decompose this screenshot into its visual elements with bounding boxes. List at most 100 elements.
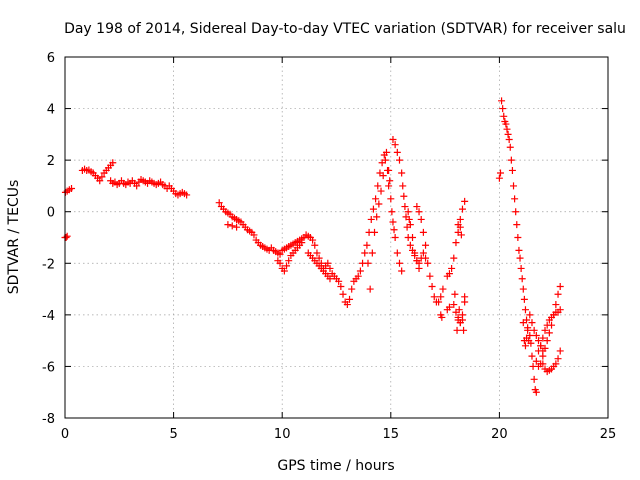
data-point — [520, 295, 528, 303]
data-point — [450, 301, 458, 309]
data-point — [372, 195, 380, 203]
data-point — [335, 277, 343, 285]
data-point — [339, 290, 347, 298]
data-point — [391, 141, 399, 149]
data-point — [387, 195, 395, 203]
data-point — [454, 313, 462, 321]
data-point — [539, 352, 547, 360]
data-point — [528, 352, 536, 360]
data-point — [461, 298, 469, 306]
data-point — [415, 264, 423, 272]
data-point — [348, 285, 356, 293]
data-point — [495, 174, 503, 182]
data-point — [530, 375, 538, 383]
data-point — [430, 293, 438, 301]
data-point — [379, 172, 387, 180]
data-point — [276, 250, 284, 258]
data-point — [519, 319, 527, 327]
x-axis-title: GPS time / hours — [277, 458, 394, 474]
data-point — [502, 120, 510, 128]
data-point — [539, 360, 547, 368]
data-point — [539, 334, 547, 342]
data-point — [460, 326, 468, 334]
data-point — [505, 136, 513, 144]
data-point — [386, 177, 394, 185]
data-point — [361, 249, 369, 257]
y-tick-label: 4 — [47, 103, 55, 118]
y-tick-label: -4 — [42, 309, 55, 324]
data-point — [393, 249, 401, 257]
y-tick-label: -2 — [42, 257, 55, 272]
data-point — [458, 205, 466, 213]
data-point — [504, 130, 512, 138]
data-point — [371, 228, 379, 236]
data-point — [395, 156, 403, 164]
data-point — [367, 215, 375, 223]
data-point — [514, 234, 522, 241]
data-point — [532, 357, 540, 365]
data-point — [496, 169, 504, 177]
data-point — [541, 344, 549, 352]
data-point — [337, 282, 345, 290]
data-point — [438, 313, 446, 321]
chart-title: Day 198 of 2014, Sidereal Day-to-day VTE… — [64, 21, 626, 37]
data-point — [518, 275, 526, 283]
data-point — [385, 166, 393, 174]
data-point — [393, 148, 401, 156]
data-point — [405, 215, 413, 223]
data-point — [381, 156, 389, 164]
data-point — [543, 337, 551, 345]
data-point — [319, 267, 327, 275]
data-point — [428, 282, 436, 290]
data-point — [315, 254, 323, 262]
data-point — [419, 249, 427, 257]
data-point — [516, 254, 524, 262]
data-point — [389, 136, 397, 144]
data-point — [133, 182, 141, 190]
data-point — [346, 295, 354, 303]
data-point — [369, 205, 377, 213]
data-point — [233, 223, 241, 231]
data-point — [363, 241, 371, 249]
data-point — [456, 319, 464, 327]
data-point — [527, 339, 535, 347]
y-tick-label: 2 — [47, 154, 55, 169]
data-point — [454, 228, 462, 236]
data-point — [68, 185, 76, 193]
data-point — [543, 321, 551, 329]
data-point — [524, 324, 532, 332]
data-point — [512, 208, 520, 216]
data-point — [554, 290, 562, 298]
x-tick-label: 15 — [383, 427, 400, 442]
data-point — [224, 221, 232, 229]
data-point — [452, 308, 460, 316]
data-point — [437, 293, 445, 301]
data-point — [532, 331, 540, 339]
data-point — [541, 326, 549, 334]
x-tick-label: 25 — [600, 427, 617, 442]
data-point — [368, 249, 376, 257]
data-point — [532, 388, 540, 396]
data-point — [552, 301, 560, 309]
data-point — [528, 319, 536, 327]
data-point — [311, 241, 319, 249]
data-point — [391, 234, 399, 241]
data-point — [364, 259, 372, 267]
data-point — [521, 342, 529, 350]
data-point — [401, 203, 409, 211]
data-point — [215, 199, 223, 207]
data-point — [556, 347, 564, 355]
data-point — [422, 254, 430, 262]
data-point — [517, 264, 525, 272]
data-point — [521, 306, 529, 314]
data-point — [498, 97, 506, 105]
y-axis-title: SDTVAR / TECUs — [6, 180, 22, 295]
data-point — [389, 218, 397, 226]
data-point — [445, 270, 453, 278]
data-point — [398, 267, 406, 275]
data-point — [309, 236, 317, 244]
data-point — [374, 182, 382, 190]
data-point — [326, 264, 334, 272]
data-point — [499, 105, 507, 113]
